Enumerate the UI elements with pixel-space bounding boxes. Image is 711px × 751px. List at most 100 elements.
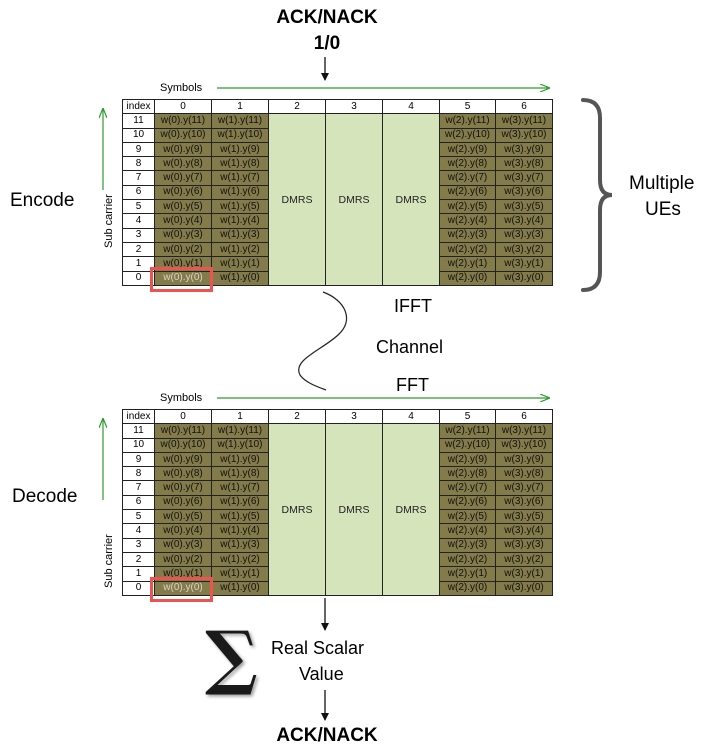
encode-index-cell: 8 xyxy=(122,156,155,172)
decode-row-10: 10 w(0).y(10) w(1).y(10) w(2).y(10) w(3).y(1… xyxy=(122,437,553,453)
decode-cell-sym5: w(2).y(11) xyxy=(439,423,496,439)
highlight-box-decode xyxy=(150,577,213,602)
encode-cell-sym5: w(2).y(5) xyxy=(439,199,496,215)
encode-label: Encode xyxy=(10,190,75,211)
encode-index-cell: 2 xyxy=(122,241,155,258)
bottom-ack-nack-result: ACK/NACK xyxy=(276,725,378,746)
decode-index-cell: 2 xyxy=(122,551,155,568)
decode-row-1: 1 w(0).y(1) w(1).y(1) w(2).y(1) w(3).y(1) xyxy=(122,566,553,582)
decode-index-cell: 0 xyxy=(122,580,155,596)
encode-dmrs-column-3: DMRS xyxy=(325,113,383,286)
encode-cell-sym0: w(0).y(6) xyxy=(154,184,212,201)
decode-row-6: 6 w(0).y(6) w(1).y(6) w(2).y(6) w(3).y(6) xyxy=(122,494,553,511)
decode-header-cell-6: 5 xyxy=(439,408,496,425)
decode-cell-sym1: w(1).y(0) xyxy=(211,580,269,596)
encode-cell-sym5: w(2).y(0) xyxy=(439,270,496,286)
encode-cell-sym6: w(3).y(9) xyxy=(495,141,553,158)
encode-row-7: 7 w(0).y(7) w(1).y(7) w(2).y(7) w(3).y(7) xyxy=(122,170,553,186)
encode-dmrs-column-4: DMRS xyxy=(382,113,440,286)
decode-cell-sym5: w(2).y(3) xyxy=(439,537,496,553)
decode-cell-sym6: w(3).y(1) xyxy=(495,566,553,582)
decode-index-cell: 9 xyxy=(122,451,155,468)
channel-label: Channel xyxy=(376,337,444,357)
decode-header-cell-0: index xyxy=(122,408,155,425)
encode-row-0: 0 w(0).y(0) w(1).y(0) w(2).y(0) w(3).y(0) xyxy=(122,270,553,286)
encode-index-cell: 5 xyxy=(122,199,155,215)
decode-cell-sym1: w(1).y(6) xyxy=(211,494,269,511)
encode-cell-sym1: w(1).y(5) xyxy=(211,199,269,215)
encode-cell-sym0: w(0).y(3) xyxy=(154,227,212,243)
encode-cell-sym6: w(3).y(8) xyxy=(495,156,553,172)
decode-cell-sym1: w(1).y(1) xyxy=(211,566,269,582)
encode-row-11: 11 w(0).y(11) w(1).y(11) DMRS DMRS DMRS w(2).y… xyxy=(122,113,553,286)
decode-cell-sym6: w(3).y(6) xyxy=(495,494,553,511)
decode-index-cell: 3 xyxy=(122,537,155,553)
decode-cell-sym1: w(1).y(5) xyxy=(211,509,269,525)
decode-index-cell: 8 xyxy=(122,466,155,482)
encode-cell-sym0: w(0).y(8) xyxy=(154,156,212,172)
decode-cell-sym6: w(3).y(9) xyxy=(495,451,553,468)
decode-cell-sym6: w(3).y(10) xyxy=(495,437,553,453)
encode-cell-sym5: w(2).y(7) xyxy=(439,170,496,186)
encode-index-cell: 11 xyxy=(122,113,155,129)
encode-cell-sym5: w(2).y(2) xyxy=(439,241,496,258)
encode-cell-sym1: w(1).y(10) xyxy=(211,127,269,143)
encode-cell-sym0: w(0).y(7) xyxy=(154,170,212,186)
symbols-axis-label-top: Symbols xyxy=(160,82,203,94)
encode-cell-sym1: w(1).y(2) xyxy=(211,241,269,258)
decode-row-3: 3 w(0).y(3) w(1).y(3) w(2).y(3) w(3).y(3) xyxy=(122,537,553,553)
decode-row-0: 0 w(0).y(0) w(1).y(0) w(2).y(0) w(3).y(0) xyxy=(122,580,553,596)
decode-cell-sym1: w(1).y(8) xyxy=(211,466,269,482)
decode-cell-sym5: w(2).y(5) xyxy=(439,509,496,525)
encode-row-3: 3 w(0).y(3) w(1).y(3) w(2).y(3) w(3).y(3) xyxy=(122,227,553,243)
encode-cell-sym6: w(3).y(5) xyxy=(495,199,553,215)
encode-cell-sym5: w(2).y(4) xyxy=(439,213,496,229)
encode-cell-sym0: w(0).y(4) xyxy=(154,213,212,229)
encode-cell-sym0: w(0).y(2) xyxy=(154,241,212,258)
decode-cell-sym5: w(2).y(4) xyxy=(439,523,496,539)
encode-cell-sym1: w(1).y(7) xyxy=(211,170,269,186)
encode-index-cell: 4 xyxy=(122,213,155,229)
encode-cell-sym5: w(2).y(6) xyxy=(439,184,496,201)
encode-cell-sym5: w(2).y(9) xyxy=(439,141,496,158)
decode-header-row: index 0 1 2 3 4 5 6 xyxy=(122,408,553,425)
encode-header-cell-2: 1 xyxy=(211,98,269,115)
decode-dmrs-column-4: DMRS xyxy=(382,423,440,596)
multiple-label: Multiple xyxy=(629,173,695,194)
encode-cell-sym0: w(0).y(0) xyxy=(154,270,212,286)
decode-cell-sym0: w(0).y(3) xyxy=(154,537,212,553)
decode-cell-sym0: w(0).y(0) xyxy=(154,580,212,596)
decode-cell-sym6: w(3).y(7) xyxy=(495,480,553,496)
encode-cell-sym5: w(2).y(10) xyxy=(439,127,496,143)
encode-cell-sym1: w(1).y(4) xyxy=(211,213,269,229)
decode-dmrs-column-2: DMRS xyxy=(268,423,326,596)
decode-cell-sym6: w(3).y(8) xyxy=(495,466,553,482)
decode-label: Decode xyxy=(12,486,78,507)
encode-header-cell-1: 0 xyxy=(154,98,212,115)
encode-cell-sym6: w(3).y(4) xyxy=(495,213,553,229)
ifft-label: IFFT xyxy=(394,296,432,316)
decode-cell-sym5: w(2).y(6) xyxy=(439,494,496,511)
top-ack-nack-title: ACK/NACK xyxy=(276,7,378,28)
encode-cell-sym6: w(3).y(10) xyxy=(495,127,553,143)
encode-header-cell-7: 6 xyxy=(495,98,553,115)
decode-cell-sym0: w(0).y(6) xyxy=(154,494,212,511)
encode-cell-sym0: w(0).y(5) xyxy=(154,199,212,215)
encode-cell-sym0: w(0).y(10) xyxy=(154,127,212,143)
encode-index-cell: 9 xyxy=(122,141,155,158)
encode-cell-sym5: w(2).y(3) xyxy=(439,227,496,243)
decode-resource-grid: index 0 1 2 3 4 5 6 11 w(0).y(11) w(1).y(11) DMRS DM… xyxy=(122,408,553,596)
encode-index-cell: 7 xyxy=(122,170,155,186)
decode-index-cell: 11 xyxy=(122,423,155,439)
decode-cell-sym6: w(3).y(0) xyxy=(495,580,553,596)
decode-cell-sym1: w(1).y(7) xyxy=(211,480,269,496)
channel-curve xyxy=(298,291,348,391)
decode-index-cell: 6 xyxy=(122,494,155,511)
decode-cell-sym5: w(2).y(0) xyxy=(439,580,496,596)
decode-cell-sym1: w(1).y(2) xyxy=(211,551,269,568)
decode-cell-sym6: w(3).y(11) xyxy=(495,423,553,439)
decode-cell-sym1: w(1).y(3) xyxy=(211,537,269,553)
decode-header-cell-5: 4 xyxy=(382,408,440,425)
decode-header-cell-2: 1 xyxy=(211,408,269,425)
